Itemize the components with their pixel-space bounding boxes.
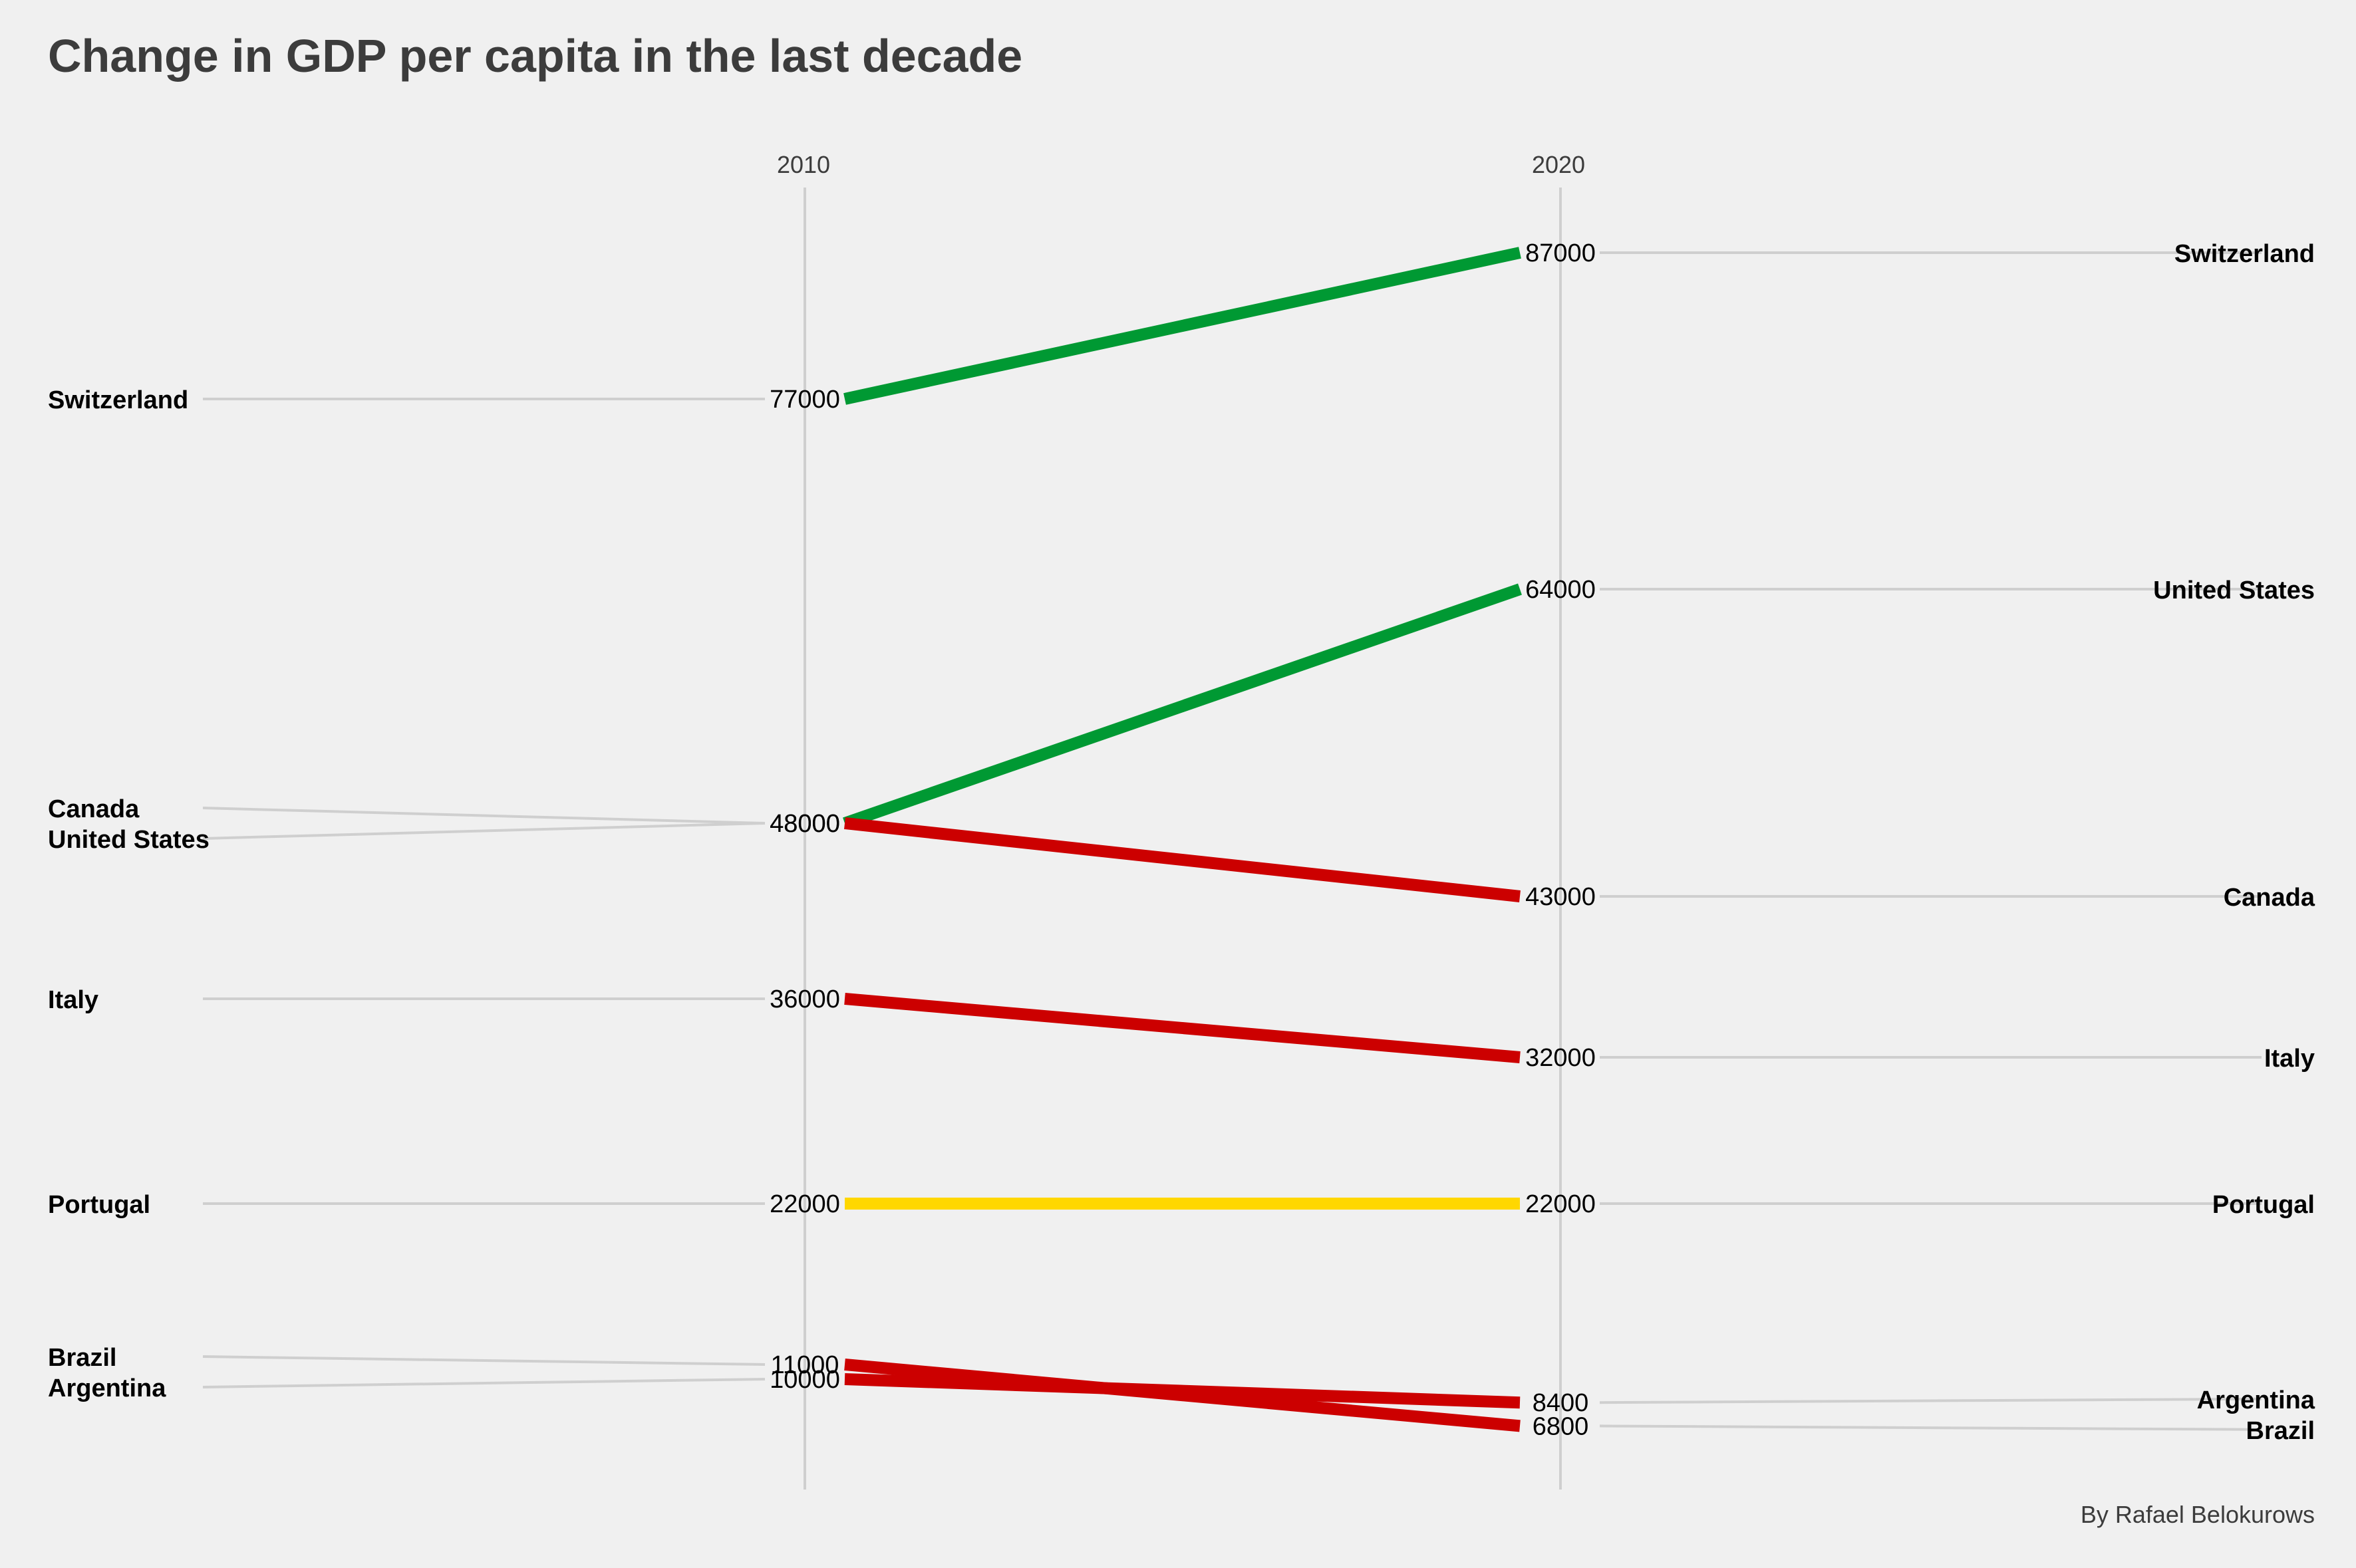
slope-line-switzerland (843, 247, 1521, 405)
guide-right-brazil (1599, 1424, 2262, 1431)
value-2010-canada: 48000 (770, 810, 840, 838)
slope-line-italy (844, 993, 1521, 1063)
value-2020-portugal: 22000 (1525, 1190, 1596, 1218)
country-label-left-argentina: Argentina (48, 1374, 166, 1402)
country-label-right-argentina: Argentina (2197, 1386, 2315, 1414)
country-label-left-switzerland: Switzerland (48, 386, 188, 414)
guide-left-united-states (202, 822, 766, 840)
guide-left-brazil (202, 1355, 766, 1366)
country-label-right-italy: Italy (2264, 1045, 2315, 1073)
country-label-right-portugal: Portugal (2212, 1191, 2315, 1219)
country-label-left-united-states: United States (48, 826, 210, 854)
country-label-left-portugal: Portugal (48, 1191, 150, 1219)
country-label-right-united-states: United States (2153, 577, 2315, 604)
guide-right-argentina (1599, 1397, 2262, 1404)
value-labels: 7700087000480006400048000430003600032000… (770, 239, 1596, 1440)
chart-caption: By Rafael Belokurows (2081, 1501, 2315, 1528)
value-2020-italy: 32000 (1525, 1044, 1596, 1072)
value-2020-switzerland: 87000 (1525, 239, 1596, 267)
value-2020-argentina: 8400 (1533, 1389, 1589, 1417)
value-2010-italy: 36000 (770, 985, 840, 1013)
country-label-right-brazil: Brazil (2246, 1417, 2315, 1445)
country-labels: Switzerland Switzerland United States Unite… (48, 240, 2315, 1445)
country-label-left-brazil: Brazil (48, 1344, 116, 1372)
country-label-left-canada: Canada (48, 795, 140, 823)
country-label-right-canada: Canada (2224, 884, 2315, 912)
slope-lines (843, 247, 1522, 1432)
guide-lines (202, 251, 2262, 1431)
slope-line-canada (844, 817, 1521, 902)
slope-line-united-states (843, 583, 1522, 829)
country-label-right-switzerland: Switzerland (2174, 240, 2315, 268)
country-label-left-italy: Italy (48, 986, 98, 1014)
x-label-2020: 2020 (1532, 151, 1585, 178)
value-2010-argentina: 10000 (770, 1366, 840, 1394)
value-2020-brazil: 6800 (1533, 1412, 1589, 1440)
value-2020-canada: 43000 (1525, 883, 1596, 911)
chart-title: Change in GDP per capita in the last dec… (48, 30, 1022, 82)
value-2010-switzerland: 77000 (770, 386, 840, 414)
guide-left-argentina (202, 1378, 766, 1388)
value-2010-brazil: 11000 (771, 1351, 839, 1379)
guide-left-canada (202, 807, 766, 825)
value-2010-united-states: 48000 (770, 810, 840, 838)
x-label-2010: 2010 (777, 151, 830, 178)
slope-line-argentina (844, 1373, 1521, 1409)
value-2010-portugal: 22000 (770, 1190, 840, 1218)
value-2020-united-states: 64000 (1525, 576, 1596, 604)
